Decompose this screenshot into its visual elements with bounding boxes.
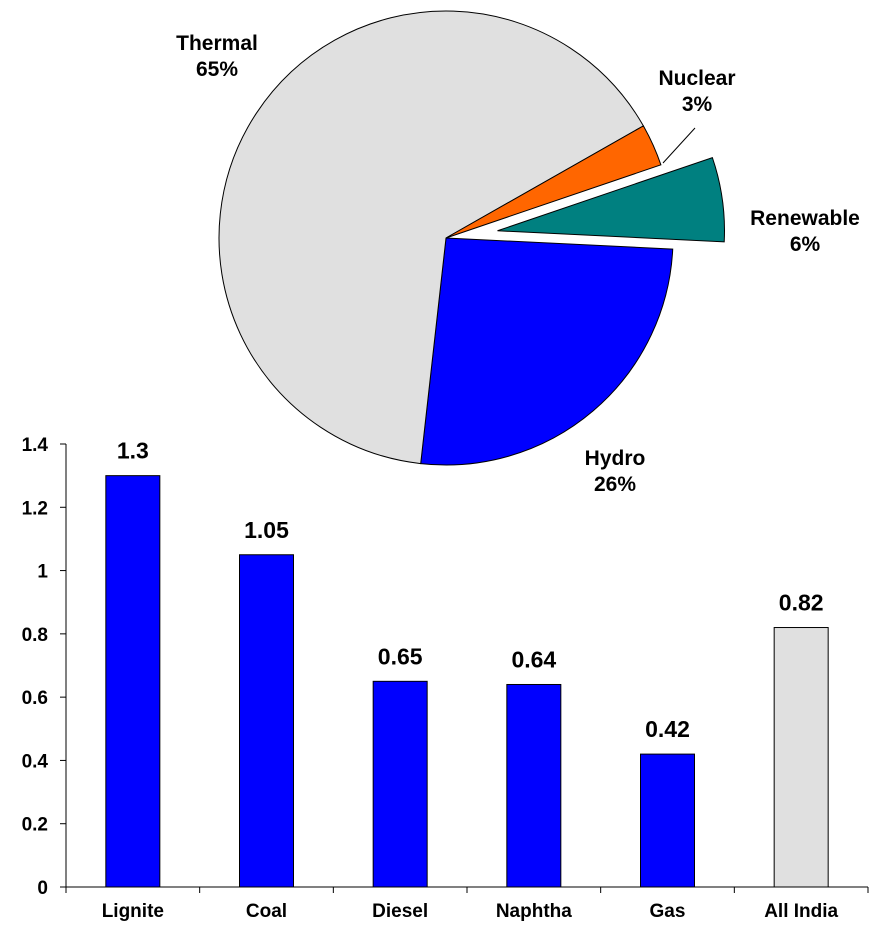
pie-leader-line-nuclear [662,127,696,164]
y-tick-label: 0.4 [22,751,49,772]
pie-slice-renewable [497,156,725,243]
pie-label-thermal: Thermal 65% [176,32,258,81]
data-label-gas: 0.42 [645,716,690,742]
category-label-all-india: All India [764,901,838,922]
y-tick-label: 1.4 [22,435,49,456]
data-label-all-india: 0.82 [779,590,824,616]
bar-axes [60,443,869,893]
pie-label-renewable: Renewable 6% [750,207,860,256]
data-labels: 1.3 1.05 0.65 0.64 0.42 0.82 [117,438,824,742]
pie-label-nuclear: Nuclear 3% [658,67,735,116]
pie-label-hydro: Hydro 26% [585,447,646,496]
y-tick-label: 1 [37,562,48,583]
pie-labels: Thermal 65% Nuclear 3% Renewable 6% Hydro 26% [176,32,860,496]
bar-diesel [372,680,428,888]
category-label-gas: Gas [650,901,686,922]
bars [105,475,829,888]
pie-slice-thermal [218,10,645,465]
y-tick-label: 0 [37,878,48,899]
pie-slice-nuclear [445,125,662,239]
category-labels: Lignite Coal Diesel Naphtha Gas All India [102,901,839,922]
bar-all-india [773,627,829,888]
data-label-coal: 1.05 [244,517,289,543]
bar-chart: 0 0.2 0.4 0.6 0.8 1 1.2 1.4 1.3 1.05 0.65 0.64 0.42… [22,435,869,922]
y-tick-label: 0.2 [22,815,48,836]
y-tick-label: 1.2 [22,498,48,519]
category-label-diesel: Diesel [372,901,428,922]
pie-chart [218,10,725,466]
bar-gas [640,753,695,888]
bar-lignite [105,475,161,888]
y-tick-label: 0.8 [22,625,48,646]
pie-slice-hydro [420,237,674,466]
bar-naphtha [506,683,562,888]
data-label-diesel: 0.65 [378,643,423,669]
category-label-lignite: Lignite [102,901,164,922]
y-tick-labels: 0 0.2 0.4 0.6 0.8 1 1.2 1.4 [22,435,49,899]
y-tick-label: 0.6 [22,688,48,709]
category-label-coal: Coal [246,901,287,922]
data-label-lignite: 1.3 [117,438,149,464]
bar-coal [239,554,294,888]
category-label-naphtha: Naphtha [496,901,572,922]
data-label-naphtha: 0.64 [511,646,556,672]
